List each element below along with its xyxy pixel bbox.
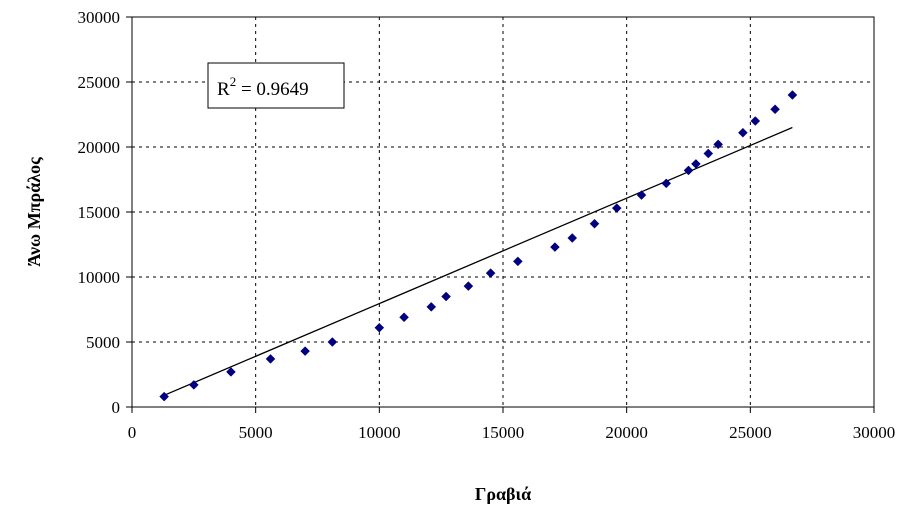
data-point	[426, 302, 437, 312]
y-tick-label: 15000	[78, 203, 121, 222]
r-squared-annotation: R2 = 0.9649	[207, 62, 345, 109]
y-tick-label: 25000	[78, 73, 121, 92]
data-point	[550, 242, 560, 252]
data-point	[226, 367, 236, 377]
x-tick-label: 0	[128, 423, 137, 442]
x-axis-title: Γραβιά	[475, 484, 531, 504]
data-point	[611, 203, 622, 213]
data-point	[374, 322, 385, 333]
x-tick-label: 20000	[605, 423, 648, 442]
axes	[126, 16, 875, 413]
data-point	[159, 391, 170, 402]
y-axis-title: Άνω Μπράλος	[24, 157, 44, 267]
data-point	[441, 291, 451, 302]
data-points	[159, 90, 798, 402]
x-tick-label: 15000	[482, 423, 525, 442]
data-point	[485, 268, 496, 278]
data-point	[589, 218, 600, 229]
r-squared-sup: 2	[230, 74, 237, 89]
data-point	[463, 281, 474, 291]
data-point	[636, 190, 647, 200]
x-tick-label: 25000	[729, 423, 772, 442]
data-point	[750, 116, 761, 126]
data-point	[787, 90, 798, 100]
data-point	[327, 337, 338, 347]
y-tick-labels: 0 5000 10000 15000 20000 25000 30000	[78, 8, 121, 417]
data-point	[738, 127, 748, 138]
data-point	[265, 354, 276, 364]
data-point	[567, 233, 578, 243]
x-tick-label: 10000	[358, 423, 401, 442]
data-point	[683, 165, 694, 176]
data-point	[399, 312, 409, 323]
r-squared-base: R	[217, 79, 230, 100]
data-point	[300, 346, 310, 356]
x-tick-label: 30000	[853, 423, 896, 442]
data-point	[188, 380, 199, 390]
svg-text:R2 = 0.9649: R2 = 0.9649	[217, 74, 309, 100]
data-point	[512, 256, 523, 267]
x-tick-labels: 0 5000 10000 15000 20000 25000 30000	[128, 423, 896, 442]
data-point	[661, 178, 672, 189]
data-point	[691, 159, 701, 169]
y-tick-label: 10000	[78, 268, 121, 287]
x-tick-label: 5000	[239, 423, 273, 442]
data-point	[770, 104, 780, 115]
y-tick-label: 5000	[86, 333, 120, 352]
r-squared-value: = 0.9649	[236, 79, 308, 100]
y-tick-label: 30000	[78, 8, 121, 27]
y-tick-label: 20000	[78, 138, 121, 157]
data-point	[703, 148, 714, 159]
data-point	[713, 139, 724, 150]
y-tick-label: 0	[112, 398, 121, 417]
